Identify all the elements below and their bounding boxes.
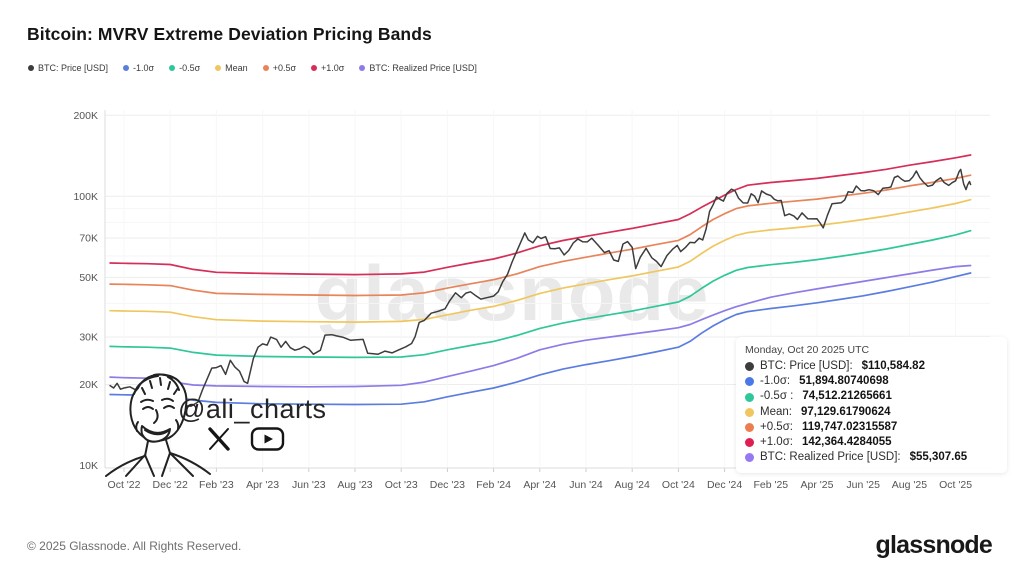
legend-label: BTC: Price [USD] <box>38 63 109 73</box>
x-twitter-icon <box>208 427 230 451</box>
x-axis-label: Dec '23 <box>430 479 465 491</box>
x-axis-label: Feb '24 <box>476 479 511 491</box>
series--1-0- <box>109 272 972 406</box>
tooltip-date: Monday, Oct 20 2025 UTC <box>745 344 870 356</box>
x-axis-label: Aug '23 <box>337 479 372 491</box>
footer-copyright: © 2025 Glassnode. All Rights Reserved. <box>27 539 242 553</box>
ali-handle: @ali_charts <box>178 394 327 424</box>
legend-item[interactable]: BTC: Price [USD] <box>28 63 108 73</box>
legend-item[interactable]: BTC: Realized Price [USD] <box>359 63 477 73</box>
youtube-icon <box>250 427 285 451</box>
x-axis-label: Apr '24 <box>523 479 556 491</box>
x-axis-label: Dec '24 <box>707 479 742 491</box>
y-axis-label: 100K <box>73 191 98 203</box>
x-axis-label: Feb '25 <box>753 479 788 491</box>
ali-charts-watermark: @ali_charts <box>96 368 326 478</box>
x-axis-label: Dec '22 <box>153 479 188 491</box>
legend-dot <box>169 65 176 71</box>
legend-label: +0.5σ <box>272 63 297 73</box>
legend-dot <box>359 65 366 71</box>
x-axis-label: Jun '23 <box>292 479 326 491</box>
legend-item[interactable]: +1.0σ <box>311 63 344 73</box>
legend-dot <box>123 65 130 71</box>
legend-label: Mean <box>225 63 248 73</box>
y-axis-label: 30K <box>79 332 98 344</box>
legend-dot <box>262 65 269 71</box>
tooltip-row: BTC: Price [USD]: $110,584.82 <box>745 359 997 374</box>
series-btc-realized-price-usd- <box>109 264 972 388</box>
x-axis-label: Jun '25 <box>846 479 880 491</box>
legend-label: BTC: Realized Price [USD] <box>369 63 477 73</box>
y-axis-label: 50K <box>79 272 98 284</box>
tooltip-row: +0.5σ: 119,747.02315587 <box>745 420 997 435</box>
tooltip-row: -0.5σ :74,512.21265661 <box>745 389 997 404</box>
tooltip-dot <box>745 392 754 402</box>
y-axis-label: 200K <box>73 110 98 122</box>
legend-item[interactable]: +0.5σ <box>262 63 297 73</box>
legend-label: -1.0σ <box>133 63 155 73</box>
legend-item[interactable]: -1.0σ <box>123 63 154 73</box>
tooltip-row: -1.0σ: 51,894.80740698 <box>745 374 997 389</box>
y-axis-label: 10K <box>79 460 98 472</box>
legend-label: -0.5σ <box>179 63 201 73</box>
chart-legend: BTC: Price [USD] -1.0σ -0.5σ Mean +0.5σ +1.0σ… <box>28 63 477 73</box>
legend-label: +1.0σ <box>321 63 345 73</box>
tooltip-dot <box>745 453 754 463</box>
x-axis-label: Oct '25 <box>939 479 972 491</box>
legend-dot <box>215 65 222 71</box>
legend-item[interactable]: Mean <box>215 63 248 73</box>
tooltip-dot <box>745 362 754 372</box>
x-axis-label: Apr '23 <box>246 479 279 491</box>
tooltip-dot <box>745 407 754 417</box>
tooltip-dot <box>745 438 754 448</box>
tooltip-row: BTC: Realized Price [USD]: $55,307.65 <box>745 450 997 465</box>
tooltip: Monday, Oct 20 2025 UTC BTC: Price [USD]… <box>736 337 1007 474</box>
x-axis-label: Feb '23 <box>199 479 234 491</box>
legend-item[interactable]: -0.5σ <box>169 63 200 73</box>
x-axis-label: Apr '25 <box>801 479 834 491</box>
x-axis-label: Aug '25 <box>892 479 927 491</box>
tooltip-dot <box>745 377 754 387</box>
y-axis-label: 70K <box>79 232 98 244</box>
x-axis-label: Jun '24 <box>569 479 603 491</box>
tooltip-row: Mean: 97,129.61790624 <box>745 405 997 420</box>
glassnode-logo: glassnode <box>875 531 993 559</box>
x-axis-label: Oct '22 <box>108 479 141 491</box>
y-axis-label: 20K <box>79 379 98 391</box>
series--0-5- <box>109 229 972 359</box>
tooltip-row: +1.0σ: 142,364.4284055 <box>745 435 997 450</box>
chart-title: Bitcoin: MVRV Extreme Deviation Pricing … <box>27 24 432 44</box>
series--1-0- <box>109 154 972 276</box>
x-axis-label: Oct '24 <box>662 479 695 491</box>
x-axis-label: Aug '24 <box>615 479 650 491</box>
x-axis-label: Oct '23 <box>385 479 418 491</box>
legend-dot <box>311 65 318 71</box>
series-btc-price-usd- <box>109 168 972 410</box>
legend-dot <box>28 65 34 71</box>
face-sketch <box>105 373 211 477</box>
series-mean <box>109 198 972 323</box>
tooltip-dot <box>745 422 754 432</box>
